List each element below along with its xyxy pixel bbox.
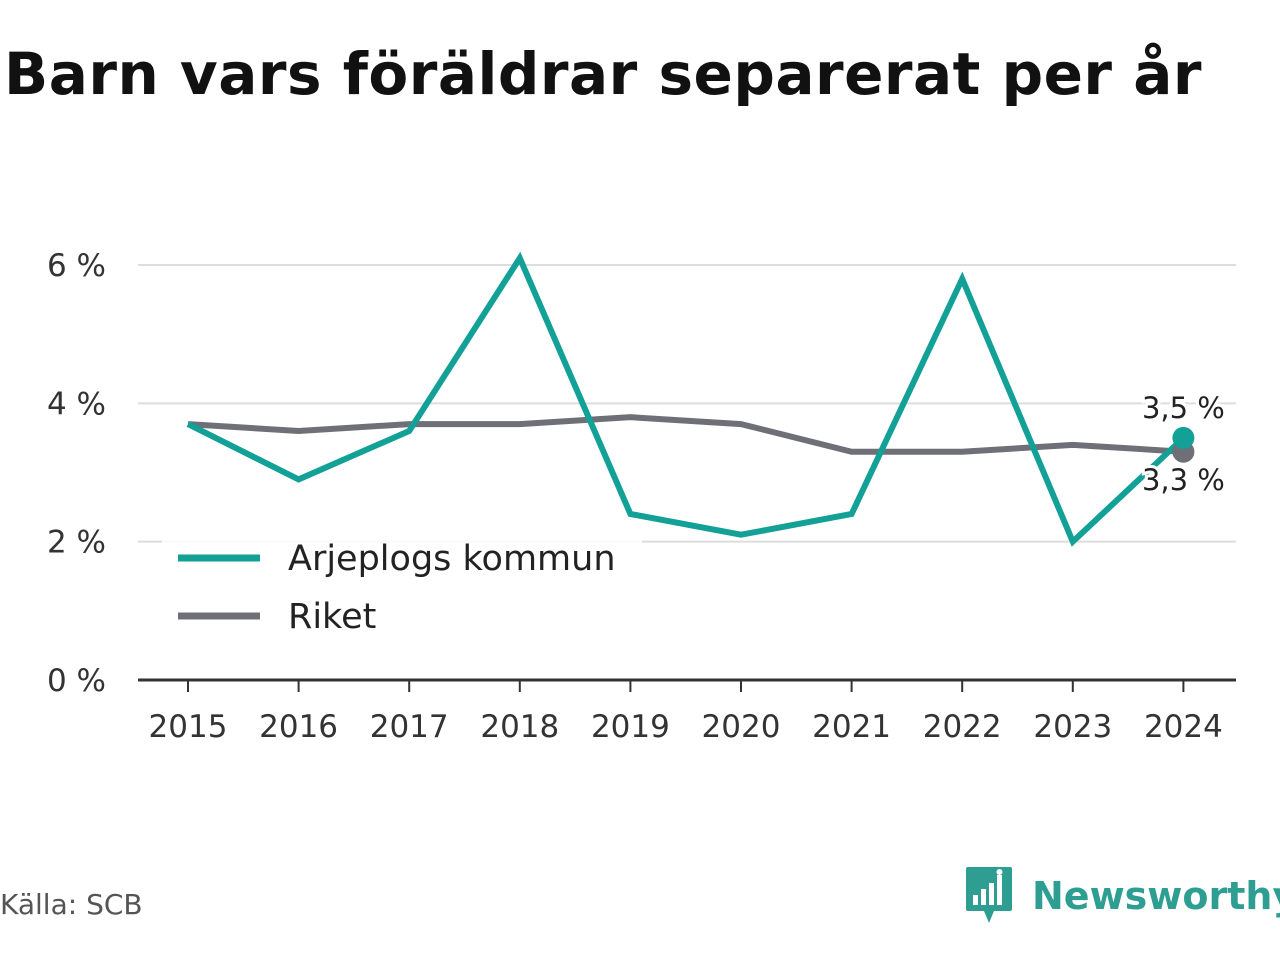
end-label: 3,5 % bbox=[1142, 391, 1225, 425]
y-tick-label: 2 % bbox=[47, 525, 106, 561]
end-labels: 3,5 % 3,3 % bbox=[1139, 388, 1228, 500]
gridlines bbox=[138, 264, 1236, 543]
legend-label: Riket bbox=[288, 597, 376, 637]
x-tick-label: 2021 bbox=[812, 709, 891, 745]
x-tick-label: 2015 bbox=[149, 709, 228, 745]
y-tick-label: 0 % bbox=[47, 663, 106, 699]
series-line bbox=[187, 414, 1184, 455]
brand-logo: Newsworthy bbox=[964, 865, 1280, 927]
newsworthy-logo-icon bbox=[966, 867, 1012, 923]
x-tick-label: 2019 bbox=[591, 709, 670, 745]
x-tick-label: 2017 bbox=[370, 709, 449, 745]
source-note: Källa: SCB bbox=[0, 888, 143, 921]
y-tick-label: 4 % bbox=[47, 386, 106, 422]
y-axis: 0 % 2 % 4 % 6 % bbox=[47, 248, 106, 699]
x-tick-label: 2022 bbox=[923, 709, 1002, 745]
series-lines bbox=[186, 251, 1195, 547]
series-line bbox=[186, 251, 1186, 547]
chart-title: Barn vars föräldrar separerat per år bbox=[4, 40, 1202, 108]
x-tick-label: 2020 bbox=[702, 709, 781, 745]
y-tick-label: 6 % bbox=[47, 248, 106, 284]
x-tick-label: 2016 bbox=[259, 709, 338, 745]
x-tick-label: 2023 bbox=[1033, 709, 1112, 745]
x-tick-label: 2018 bbox=[480, 709, 559, 745]
x-tick-label: 2024 bbox=[1144, 709, 1223, 745]
brand-name: Newsworthy bbox=[1032, 874, 1280, 918]
x-axis: 2015 2016 2017 2018 2019 2020 2021 2022 2023 2024 bbox=[138, 678, 1236, 745]
end-label: 3,3 % bbox=[1142, 463, 1225, 497]
series-endpoint bbox=[1172, 426, 1195, 449]
legend: Arjeplogs kommun Riket bbox=[162, 528, 642, 640]
legend-label: Arjeplogs kommun bbox=[288, 539, 616, 579]
